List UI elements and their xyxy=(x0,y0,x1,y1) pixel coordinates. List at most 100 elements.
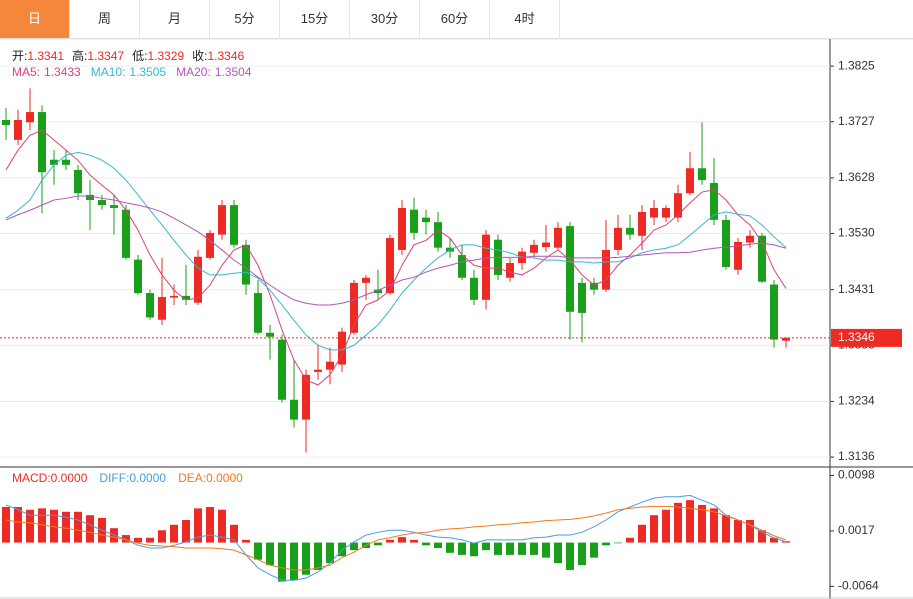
macd-legend-value: 0.0000 xyxy=(129,471,167,485)
macd-bar xyxy=(86,515,94,543)
ma-label: MA20: xyxy=(176,65,211,79)
ohlc-label: 收: xyxy=(192,49,208,63)
macd-legend-value: 0.0000 xyxy=(206,471,243,485)
macd-line xyxy=(5,505,787,571)
ma-value: 1.3504 xyxy=(214,65,252,79)
candle-body xyxy=(758,235,766,282)
candle-body xyxy=(506,262,514,278)
candle-body xyxy=(206,232,214,258)
macd-bar xyxy=(614,542,622,544)
ma-value: 1.3505 xyxy=(129,65,167,79)
macd-bar xyxy=(530,542,538,555)
ma-label: MA5: xyxy=(12,65,41,79)
candle-body xyxy=(386,238,394,294)
macd-bar xyxy=(674,502,682,543)
candle-body xyxy=(134,259,142,294)
candle-body xyxy=(578,282,586,313)
macd-bar xyxy=(518,542,526,555)
macd-bar xyxy=(590,542,598,558)
candle-body xyxy=(146,293,154,318)
candle-body xyxy=(398,207,406,250)
candle-body xyxy=(662,207,670,218)
ohlc-header: 开:1.3341 高:1.3347 低:1.3329 收:1.3346 xyxy=(12,47,252,64)
candle-body xyxy=(782,337,790,341)
candle-body xyxy=(242,244,250,285)
candle-body xyxy=(434,222,442,248)
period-tab[interactable]: 30分 xyxy=(350,0,420,38)
candle-body xyxy=(62,159,70,165)
macd-bar xyxy=(290,542,298,581)
macd-bar xyxy=(326,542,334,564)
ma-line xyxy=(5,129,787,386)
period-tab[interactable]: 60分 xyxy=(420,0,490,38)
ohlc-value: 1.3347 xyxy=(87,49,125,63)
macd-bar xyxy=(194,508,202,543)
candle-body xyxy=(110,205,118,208)
candle-body xyxy=(566,226,574,312)
y-tick-label: 0.0017 xyxy=(838,523,875,537)
ma-line xyxy=(5,195,787,306)
candle-body xyxy=(470,277,478,300)
macd-legend-label: MACD: xyxy=(12,471,51,485)
macd-bar xyxy=(770,537,778,543)
candle-body xyxy=(266,332,274,337)
candle-body xyxy=(302,374,310,420)
candle-body xyxy=(374,289,382,294)
candle-body xyxy=(686,168,694,194)
period-tabs: 日周月 5分 15分 30分 60分 4时 xyxy=(0,0,913,39)
macd-bar xyxy=(266,542,274,566)
macd-bar xyxy=(398,537,406,543)
macd-bar xyxy=(2,507,10,543)
candle-body xyxy=(698,168,706,181)
period-tab[interactable]: 日 xyxy=(0,0,70,38)
candle-body xyxy=(98,200,106,206)
candle-body xyxy=(122,209,130,258)
candle-body xyxy=(710,182,718,220)
y-tick-label: 1.3136 xyxy=(838,449,875,463)
candle-body xyxy=(14,120,22,140)
candle-body xyxy=(182,295,190,300)
ma-label: MA10: xyxy=(90,65,126,79)
candle-body xyxy=(74,169,82,194)
candle-body xyxy=(542,242,550,248)
candle-body xyxy=(290,399,298,420)
macd-bar xyxy=(686,500,694,543)
candle-body xyxy=(362,277,370,283)
candle-body xyxy=(194,256,202,303)
candle-body xyxy=(722,219,730,267)
period-tab[interactable]: 月 xyxy=(140,0,210,38)
macd-bar xyxy=(218,509,226,543)
macd-bar xyxy=(26,509,34,543)
candle-body xyxy=(746,235,754,243)
period-tab[interactable]: 5分 xyxy=(210,0,280,38)
macd-bar xyxy=(146,537,154,543)
macd-bar xyxy=(350,542,358,551)
macd-legend-label: DEA: xyxy=(178,471,207,485)
candle-body xyxy=(614,227,622,250)
macd-bar xyxy=(578,542,586,566)
macd-bar xyxy=(14,507,22,543)
macd-bar xyxy=(446,542,454,553)
macd-bar xyxy=(626,537,634,543)
period-tab[interactable]: 4时 xyxy=(490,0,560,38)
macd-bar xyxy=(458,542,466,555)
candle-body xyxy=(422,217,430,223)
ohlc-label: 高: xyxy=(72,49,88,63)
candle-body xyxy=(26,112,34,123)
candle-body xyxy=(2,120,10,126)
macd-bar xyxy=(158,530,166,543)
candle-body xyxy=(350,282,358,333)
candle-body xyxy=(170,295,178,298)
candle-body xyxy=(218,205,226,235)
candle-body xyxy=(50,159,58,165)
period-tab[interactable]: 15分 xyxy=(280,0,350,38)
macd-legend: MACD:0.0000 DIFF:0.0000 DEA:0.0000 xyxy=(12,471,255,485)
macd-bar xyxy=(122,535,130,543)
macd-bar xyxy=(542,542,550,558)
ohlc-label: 低: xyxy=(132,49,148,63)
ohlc-label: 开: xyxy=(12,49,28,63)
y-tick-label: -0.0064 xyxy=(838,579,879,593)
macd-bar xyxy=(422,542,430,546)
macd-bar xyxy=(314,542,322,570)
period-tab[interactable]: 周 xyxy=(70,0,140,38)
